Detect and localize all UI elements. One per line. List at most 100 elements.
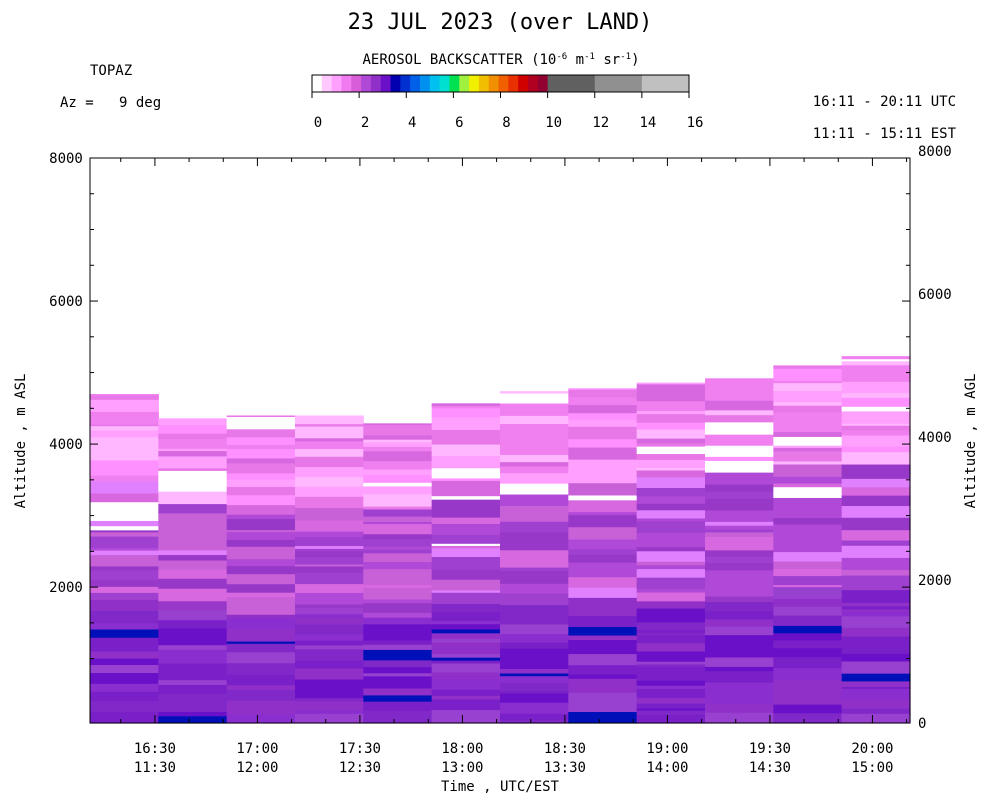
backscatter-cell — [500, 647, 569, 658]
colorbar-swatch — [488, 75, 500, 92]
backscatter-cell — [363, 602, 433, 613]
y-tick-label-left: 2000 — [49, 580, 83, 596]
backscatter-cell — [295, 425, 364, 439]
backscatter-cell — [773, 679, 843, 693]
backscatter-cell — [636, 697, 706, 704]
x-tick-label-est: 14:00 — [646, 760, 688, 776]
backscatter-cell — [841, 381, 911, 394]
backscatter-cell — [705, 681, 774, 694]
backscatter-cell — [773, 568, 843, 577]
colorbar-swatch — [361, 75, 372, 92]
backscatter-cell — [295, 545, 364, 549]
backscatter-cell — [636, 577, 706, 590]
backscatter-cell — [636, 413, 706, 420]
backscatter-cell — [431, 678, 501, 690]
backscatter-cell — [705, 456, 774, 461]
backscatter-cell — [705, 712, 774, 724]
backscatter-cell — [226, 416, 296, 430]
backscatter-cell — [295, 423, 364, 427]
profile-column — [773, 365, 843, 724]
backscatter-cell — [363, 485, 433, 495]
backscatter-cell — [500, 702, 569, 714]
backscatter-cell — [226, 504, 296, 515]
backscatter-cell — [158, 481, 228, 492]
backscatter-cell — [226, 546, 296, 560]
backscatter-cell — [226, 436, 296, 445]
backscatter-cell — [841, 660, 911, 667]
backscatter-cell — [841, 569, 911, 576]
backscatter-cell — [90, 394, 159, 396]
backscatter-cell — [363, 538, 433, 547]
backscatter-cell — [158, 418, 228, 425]
backscatter-cell — [90, 474, 159, 482]
backscatter-cell — [90, 691, 159, 702]
backscatter-cell — [500, 392, 569, 404]
backscatter-cell — [431, 603, 501, 613]
backscatter-cell — [773, 508, 843, 519]
backscatter-cell — [636, 382, 706, 385]
backscatter-cell — [90, 395, 159, 400]
backscatter-cell — [636, 546, 706, 552]
backscatter-cell — [158, 662, 228, 672]
backscatter-cell — [636, 418, 706, 423]
backscatter-cell — [773, 667, 843, 681]
backscatter-cell — [226, 602, 296, 615]
backscatter-cell — [226, 539, 296, 547]
backscatter-cell — [705, 569, 774, 583]
backscatter-cell — [363, 441, 433, 447]
backscatter-cell — [226, 662, 296, 675]
backscatter-cell — [500, 668, 569, 674]
backscatter-cell — [705, 421, 774, 435]
backscatter-cell — [431, 495, 501, 500]
colorbar-swatch — [439, 75, 450, 92]
backscatter-cell — [90, 643, 159, 652]
backscatter-cell — [226, 592, 296, 598]
backscatter-cell — [431, 499, 501, 507]
backscatter-cell — [158, 438, 228, 449]
backscatter-cell — [500, 538, 569, 551]
backscatter-cell — [431, 579, 501, 591]
backscatter-cell — [841, 358, 911, 362]
backscatter-cell — [568, 562, 638, 574]
backscatter-cell — [636, 591, 706, 602]
backscatter-cell — [295, 482, 364, 487]
backscatter-cell — [500, 472, 569, 484]
x-tick-label-est: 14:30 — [749, 760, 791, 776]
backscatter-cell — [90, 664, 159, 674]
backscatter-cell — [226, 700, 296, 710]
backscatter-cell — [500, 692, 569, 703]
backscatter-cell — [841, 539, 911, 546]
backscatter-cell — [158, 684, 228, 694]
x-tick-label-est: 13:00 — [441, 760, 483, 776]
backscatter-cell — [431, 407, 501, 418]
backscatter-cell — [90, 547, 159, 551]
backscatter-cell — [90, 700, 159, 708]
backscatter-cell — [295, 440, 364, 450]
x-axis-label: Time , UTC/EST — [440, 779, 559, 795]
backscatter-cell — [431, 671, 501, 680]
backscatter-cell — [773, 615, 843, 626]
plot-frame — [89, 157, 911, 724]
backscatter-cell — [568, 653, 638, 666]
x-tick-label-utc: 17:00 — [236, 741, 278, 757]
backscatter-cell — [158, 627, 228, 641]
backscatter-cell — [636, 632, 706, 636]
backscatter-cell — [90, 459, 159, 466]
backscatter-cell — [773, 497, 843, 510]
backscatter-cell — [363, 533, 433, 540]
backscatter-cell — [636, 703, 706, 709]
backscatter-cell — [431, 575, 501, 580]
backscatter-cell — [773, 390, 843, 403]
backscatter-cell — [363, 521, 433, 525]
backscatter-cell — [636, 607, 706, 619]
backscatter-cell — [773, 712, 843, 724]
profile-column — [841, 356, 911, 724]
est-time-range: 11:11 - 15:11 EST — [812, 126, 956, 142]
backscatter-cell — [636, 383, 706, 389]
backscatter-cell — [226, 643, 296, 653]
backscatter-cell — [636, 629, 706, 633]
backscatter-cell — [363, 578, 433, 585]
backscatter-cell — [705, 378, 774, 389]
backscatter-cell — [500, 690, 569, 694]
backscatter-cell — [226, 714, 296, 724]
